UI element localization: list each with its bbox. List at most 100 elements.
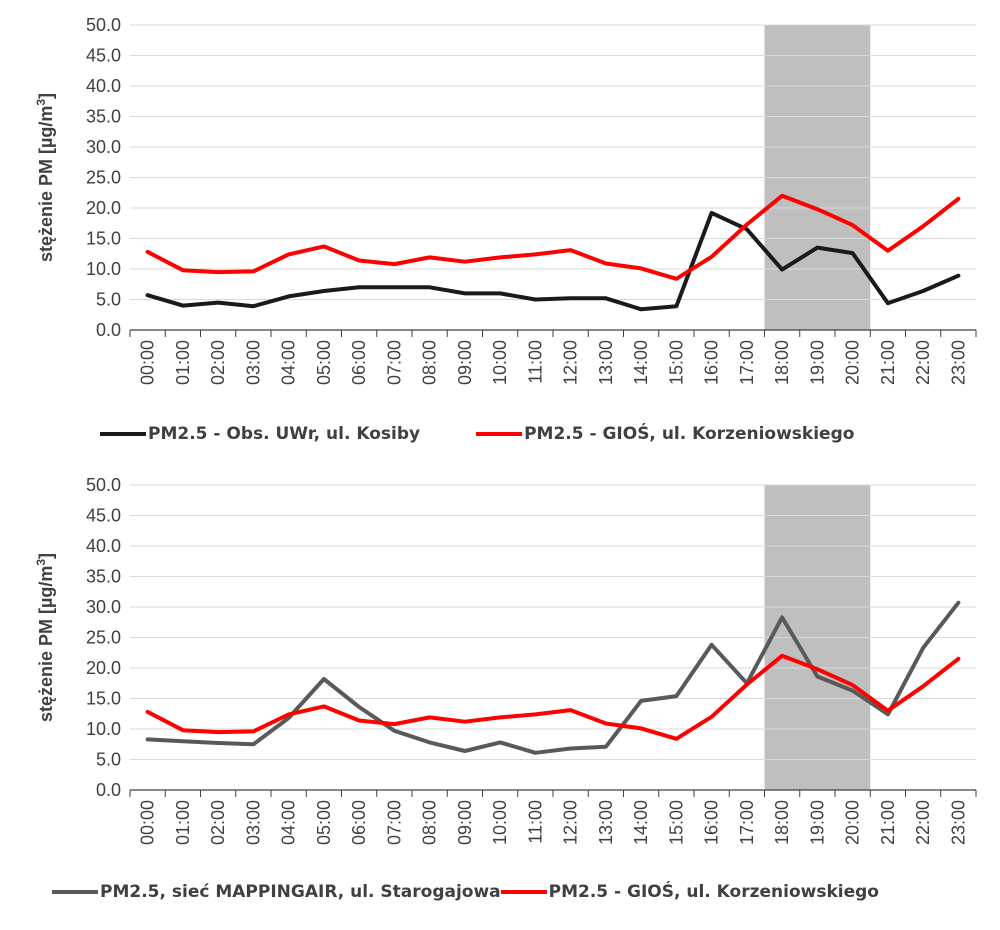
- y-tick-label: 0.0: [96, 780, 121, 800]
- legend-label: PM2.5 - GIOŚ, ul. Korzeniowskiego: [524, 424, 855, 444]
- y-tick-label: 50.0: [86, 475, 121, 495]
- x-tick-label: 13:00: [596, 340, 616, 385]
- x-tick-label: 18:00: [772, 340, 792, 385]
- x-tick-label: 20:00: [843, 800, 863, 845]
- x-tick-label: 23:00: [948, 800, 968, 845]
- legend-swatch: [476, 432, 523, 436]
- y-tick-label: 30.0: [86, 597, 121, 617]
- bottom-chart-legend: PM2.5, sieć MAPPINGAIR, ul. Starogajowa …: [52, 882, 879, 902]
- x-tick-label: 20:00: [843, 340, 863, 385]
- bottom-chart-panel: 0.0 5.0 10.0 15.0 20.0 25.0 30.0 35.0 40.0 45.0 50…: [0, 460, 1000, 930]
- y-tick-label: 0.0: [96, 320, 121, 340]
- x-tick-label: 09:00: [455, 340, 475, 385]
- legend-label: PM2.5, sieć MAPPINGAIR, ul. Starogajowa: [100, 882, 501, 902]
- y-tick-label: 10.0: [86, 259, 121, 279]
- top-chart-panel: 0.0 5.0 10.0 15.0 20.0 25.0 30.0 35.0 40.0 45.0 50…: [0, 0, 1000, 460]
- x-tick-label: 21:00: [878, 800, 898, 845]
- x-tick-label: 22:00: [913, 340, 933, 385]
- legend-swatch: [500, 890, 547, 894]
- legend-label: PM2.5 - GIOŚ, ul. Korzeniowskiego: [548, 882, 879, 902]
- x-tick-label: 08:00: [420, 340, 440, 385]
- x-tick-label: 03:00: [243, 800, 263, 845]
- x-tick-label: 16:00: [702, 800, 722, 845]
- y-tick-label: 5.0: [96, 290, 121, 310]
- x-tick-label: 21:00: [878, 340, 898, 385]
- x-tick-label: 05:00: [314, 800, 334, 845]
- x-tick-label: 13:00: [596, 800, 616, 845]
- x-tick-label: 06:00: [349, 800, 369, 845]
- x-tick-label: 08:00: [420, 800, 440, 845]
- x-tick-label: 18:00: [772, 800, 792, 845]
- y-tick-label: 15.0: [86, 229, 121, 249]
- x-tick-label: 14:00: [631, 800, 651, 845]
- y-tick-label: 25.0: [86, 628, 121, 648]
- legend-swatch: [100, 432, 146, 436]
- top-chart-legend: PM2.5 - Obs. UWr, ul. Kosiby PM2.5 - GIO…: [100, 424, 854, 444]
- x-tick-label: 05:00: [314, 340, 334, 385]
- y-tick-label: 35.0: [86, 567, 121, 587]
- x-tick-label: 02:00: [208, 800, 228, 845]
- x-tick-label: 15:00: [666, 340, 686, 385]
- y-tick-label: 20.0: [86, 198, 121, 218]
- x-tick-label: 15:00: [666, 800, 686, 845]
- y-tick-label: 10.0: [86, 719, 121, 739]
- x-tick-label: 01:00: [173, 340, 193, 385]
- x-tick-label: 03:00: [243, 340, 263, 385]
- y-tick-label: 45.0: [86, 46, 121, 66]
- x-tick-label: 14:00: [631, 340, 651, 385]
- legend-swatch: [52, 890, 98, 894]
- x-tick-label: 11:00: [525, 800, 545, 844]
- x-tick-label: 00:00: [138, 800, 158, 845]
- y-tick-label: 15.0: [86, 689, 121, 709]
- x-tick-label: 17:00: [737, 340, 757, 385]
- y-tick-label: 50.0: [86, 15, 121, 35]
- legend-item-series-1: PM2.5 - Obs. UWr, ul. Kosiby: [100, 424, 420, 444]
- legend-item-series-1: PM2.5, sieć MAPPINGAIR, ul. Starogajowa: [52, 882, 501, 902]
- x-tick-label: 19:00: [807, 800, 827, 845]
- y-tick-label: 30.0: [86, 137, 121, 157]
- x-tick-label: 07:00: [384, 340, 404, 385]
- y-axis-title-end: ]: [36, 553, 56, 559]
- x-tick-label: 12:00: [561, 340, 581, 385]
- y-axis-title-text: stężenie PM [µg/m: [36, 106, 56, 262]
- x-tick-label: 22:00: [913, 800, 933, 845]
- y-tick-label: 40.0: [86, 76, 121, 96]
- y-tick-label: 45.0: [86, 506, 121, 526]
- y-axis-title: stężenie PM [µg/m3]: [34, 93, 56, 262]
- x-tick-label: 10:00: [490, 340, 510, 385]
- series-line-2: [145, 193, 961, 281]
- x-tick-label: 12:00: [561, 800, 581, 845]
- legend-item-series-2: PM2.5 - GIOŚ, ul. Korzeniowskiego: [476, 424, 854, 444]
- y-tick-label: 40.0: [86, 536, 121, 556]
- x-tick-label: 06:00: [349, 340, 369, 385]
- x-tick-label: 17:00: [737, 800, 757, 845]
- y-axis-title-superscript: 3: [34, 559, 48, 566]
- x-tick-label: 23:00: [948, 340, 968, 385]
- y-tick-label: 35.0: [86, 107, 121, 127]
- x-tick-label: 02:00: [208, 340, 228, 385]
- x-tick-label: 16:00: [702, 340, 722, 385]
- y-axis-title-text: stężenie PM [µg/m: [36, 566, 56, 722]
- y-tick-label: 20.0: [86, 658, 121, 678]
- x-tick-label: 04:00: [279, 800, 299, 845]
- x-tick-label: 09:00: [455, 800, 475, 845]
- y-axis-title-end: ]: [36, 93, 56, 99]
- legend-item-series-2: PM2.5 - GIOŚ, ul. Korzeniowskiego: [500, 882, 879, 902]
- series-line-1: [145, 210, 961, 312]
- legend-label: PM2.5 - Obs. UWr, ul. Kosiby: [148, 424, 421, 444]
- x-tick-label: 07:00: [384, 800, 404, 845]
- bottom-chart: 0.0 5.0 10.0 15.0 20.0 25.0 30.0 35.0 40.0 45.0 50…: [34, 475, 977, 845]
- y-tick-label: 25.0: [86, 168, 121, 188]
- x-tick-label: 01:00: [173, 800, 193, 845]
- y-axis-title-superscript: 3: [34, 99, 48, 106]
- x-tick-label: 10:00: [490, 800, 510, 845]
- x-tick-label: 00:00: [138, 340, 158, 385]
- series-line-2: [145, 653, 961, 741]
- top-chart: 0.0 5.0 10.0 15.0 20.0 25.0 30.0 35.0 40.0 45.0 50…: [34, 15, 977, 385]
- x-tick-label: 19:00: [807, 340, 827, 385]
- y-tick-label: 5.0: [96, 750, 121, 770]
- x-tick-label: 11:00: [525, 340, 545, 384]
- series-line-1: [145, 600, 961, 755]
- x-tick-label: 04:00: [279, 340, 299, 385]
- y-axis-title: stężenie PM [µg/m3]: [34, 553, 56, 722]
